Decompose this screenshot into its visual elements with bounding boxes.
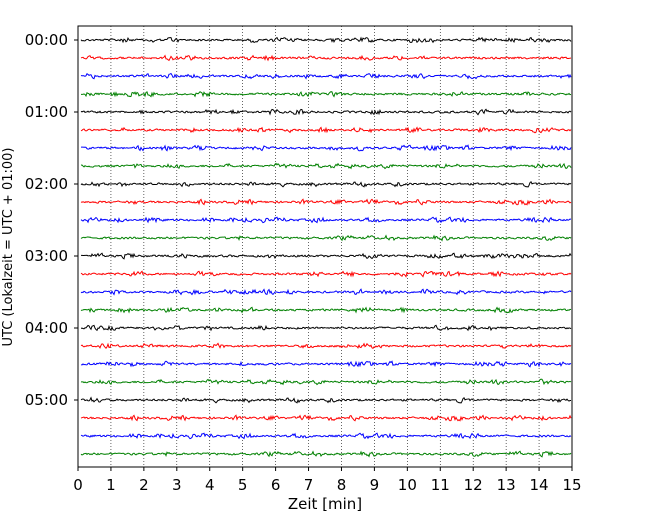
x-axis-ticks: 0 1 2 3 4 5 6 7 8 9 10 11 12 13 14 15	[73, 467, 582, 494]
trace-line	[80, 72, 572, 80]
trace-line	[80, 324, 572, 332]
trace-line	[80, 126, 572, 134]
plot-background	[78, 26, 572, 467]
trace-line	[80, 198, 572, 206]
x-tick-label: 3	[172, 476, 182, 494]
x-tick-label: 11	[431, 476, 450, 494]
trace-line	[80, 288, 572, 296]
trace-line	[80, 54, 572, 62]
trace-line	[80, 91, 572, 98]
y-tick-label: 04:00	[25, 319, 68, 337]
x-tick-label: 10	[398, 476, 417, 494]
trace-line	[80, 306, 572, 314]
x-tick-label: 9	[370, 476, 380, 494]
y-tick-label: 01:00	[25, 103, 68, 121]
x-tick-label: 6	[271, 476, 281, 494]
x-tick-label: 4	[205, 476, 215, 494]
x-tick-label: 8	[337, 476, 347, 494]
trace-line	[80, 378, 572, 386]
x-tick-label: 15	[562, 476, 581, 494]
trace-line	[80, 252, 572, 260]
y-axis-label: UTC (Lokalzeit = UTC + 01:00)	[1, 148, 16, 347]
y-axis-ticks: 00:00 01:00 02:00 03:00 04:00 05:00	[25, 31, 78, 409]
trace-line	[80, 414, 572, 422]
x-tick-label: 14	[530, 476, 549, 494]
trace-line	[80, 450, 572, 458]
trace-line	[80, 342, 572, 350]
x-tick-label: 0	[73, 476, 83, 494]
plot-frame	[77, 25, 573, 468]
x-tick-label: 1	[106, 476, 116, 494]
x-tick-label: 13	[497, 476, 516, 494]
trace-line	[80, 234, 572, 242]
y-tick-label: 02:00	[25, 175, 68, 193]
trace-line	[80, 108, 572, 116]
trace-line	[80, 396, 572, 404]
trace-line	[80, 162, 572, 170]
seismic-traces	[80, 36, 572, 458]
x-axis-label: Zeit [min]	[288, 495, 362, 513]
trace-line	[80, 216, 572, 224]
x-tick-label: 7	[304, 476, 314, 494]
trace-line	[80, 432, 572, 440]
trace-line	[80, 181, 572, 188]
trace-line	[80, 360, 572, 368]
y-tick-label: 05:00	[25, 391, 68, 409]
trace-line	[80, 270, 572, 278]
x-tick-label: 2	[139, 476, 149, 494]
x-tick-label: 12	[464, 476, 483, 494]
y-tick-label: 03:00	[25, 247, 68, 265]
trace-line	[80, 144, 572, 152]
x-tick-label: 5	[238, 476, 248, 494]
trace-line	[80, 36, 572, 44]
y-tick-label: 00:00	[25, 31, 68, 49]
